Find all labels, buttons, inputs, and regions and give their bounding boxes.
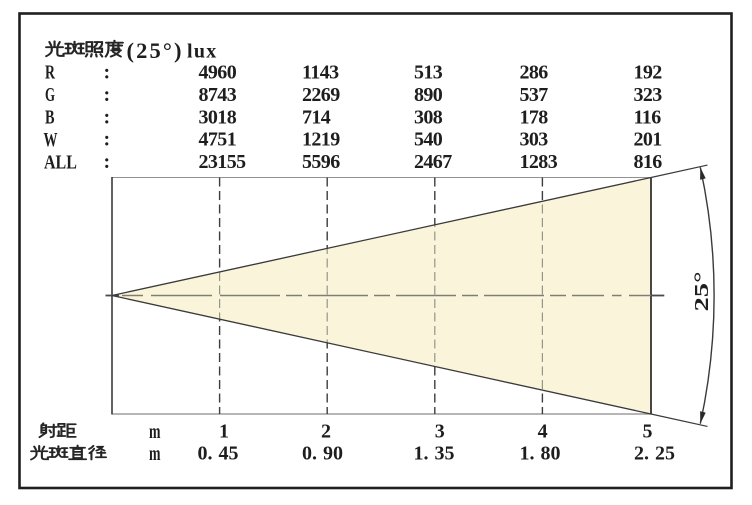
svg-text:513: 513 xyxy=(414,62,443,84)
svg-text:323: 323 xyxy=(634,84,663,106)
svg-text::: : xyxy=(104,62,111,84)
svg-text:m: m xyxy=(149,421,161,443)
svg-text:201: 201 xyxy=(634,129,662,151)
svg-text:714: 714 xyxy=(302,106,331,128)
svg-text:m: m xyxy=(149,443,161,465)
svg-text:116: 116 xyxy=(634,106,662,128)
svg-text:90: 90 xyxy=(323,443,343,465)
svg-text:1.: 1. xyxy=(414,443,429,465)
svg-text:3018: 3018 xyxy=(199,106,237,128)
svg-text:W: W xyxy=(44,129,58,151)
svg-text:8743: 8743 xyxy=(199,84,237,106)
svg-text::: : xyxy=(104,84,111,106)
svg-text:4960: 4960 xyxy=(199,62,237,84)
svg-text:192: 192 xyxy=(634,62,663,84)
svg-text:1219: 1219 xyxy=(302,129,340,151)
svg-text:537: 537 xyxy=(520,84,549,106)
svg-text:45: 45 xyxy=(219,443,239,465)
svg-text:540: 540 xyxy=(414,129,443,151)
svg-text:25: 25 xyxy=(655,443,675,465)
svg-text:35: 35 xyxy=(435,443,455,465)
svg-text:lux: lux xyxy=(187,41,216,63)
svg-text:2269: 2269 xyxy=(302,84,340,106)
svg-text:5: 5 xyxy=(643,421,653,443)
svg-text::: : xyxy=(104,129,111,151)
svg-text:4: 4 xyxy=(538,421,548,443)
svg-text:286: 286 xyxy=(520,62,549,84)
svg-text:1143: 1143 xyxy=(302,62,339,84)
svg-text:2.: 2. xyxy=(634,443,649,465)
svg-text:ALL: ALL xyxy=(44,151,77,173)
svg-text:4751: 4751 xyxy=(199,129,237,151)
svg-text:178: 178 xyxy=(520,106,549,128)
svg-text:B: B xyxy=(45,106,55,128)
svg-text::: : xyxy=(104,151,111,173)
svg-text:0.: 0. xyxy=(198,443,213,465)
svg-text:2: 2 xyxy=(321,421,331,443)
svg-text:R: R xyxy=(45,62,55,84)
svg-text:80: 80 xyxy=(541,443,561,465)
svg-text:1283: 1283 xyxy=(520,151,558,173)
svg-text::: : xyxy=(104,106,111,128)
svg-text:G: G xyxy=(45,84,55,106)
svg-text:1.: 1. xyxy=(520,443,535,465)
svg-text:23155: 23155 xyxy=(199,151,247,173)
svg-text:0.: 0. xyxy=(302,443,317,465)
svg-text:1: 1 xyxy=(219,421,229,443)
svg-text:308: 308 xyxy=(414,106,443,128)
svg-text:816: 816 xyxy=(634,151,663,173)
svg-text:25°: 25° xyxy=(691,272,713,312)
svg-text:2467: 2467 xyxy=(414,151,452,173)
svg-text:303: 303 xyxy=(520,129,549,151)
svg-text:5596: 5596 xyxy=(302,151,340,173)
svg-text:890: 890 xyxy=(414,84,443,106)
svg-text:3: 3 xyxy=(435,421,445,443)
